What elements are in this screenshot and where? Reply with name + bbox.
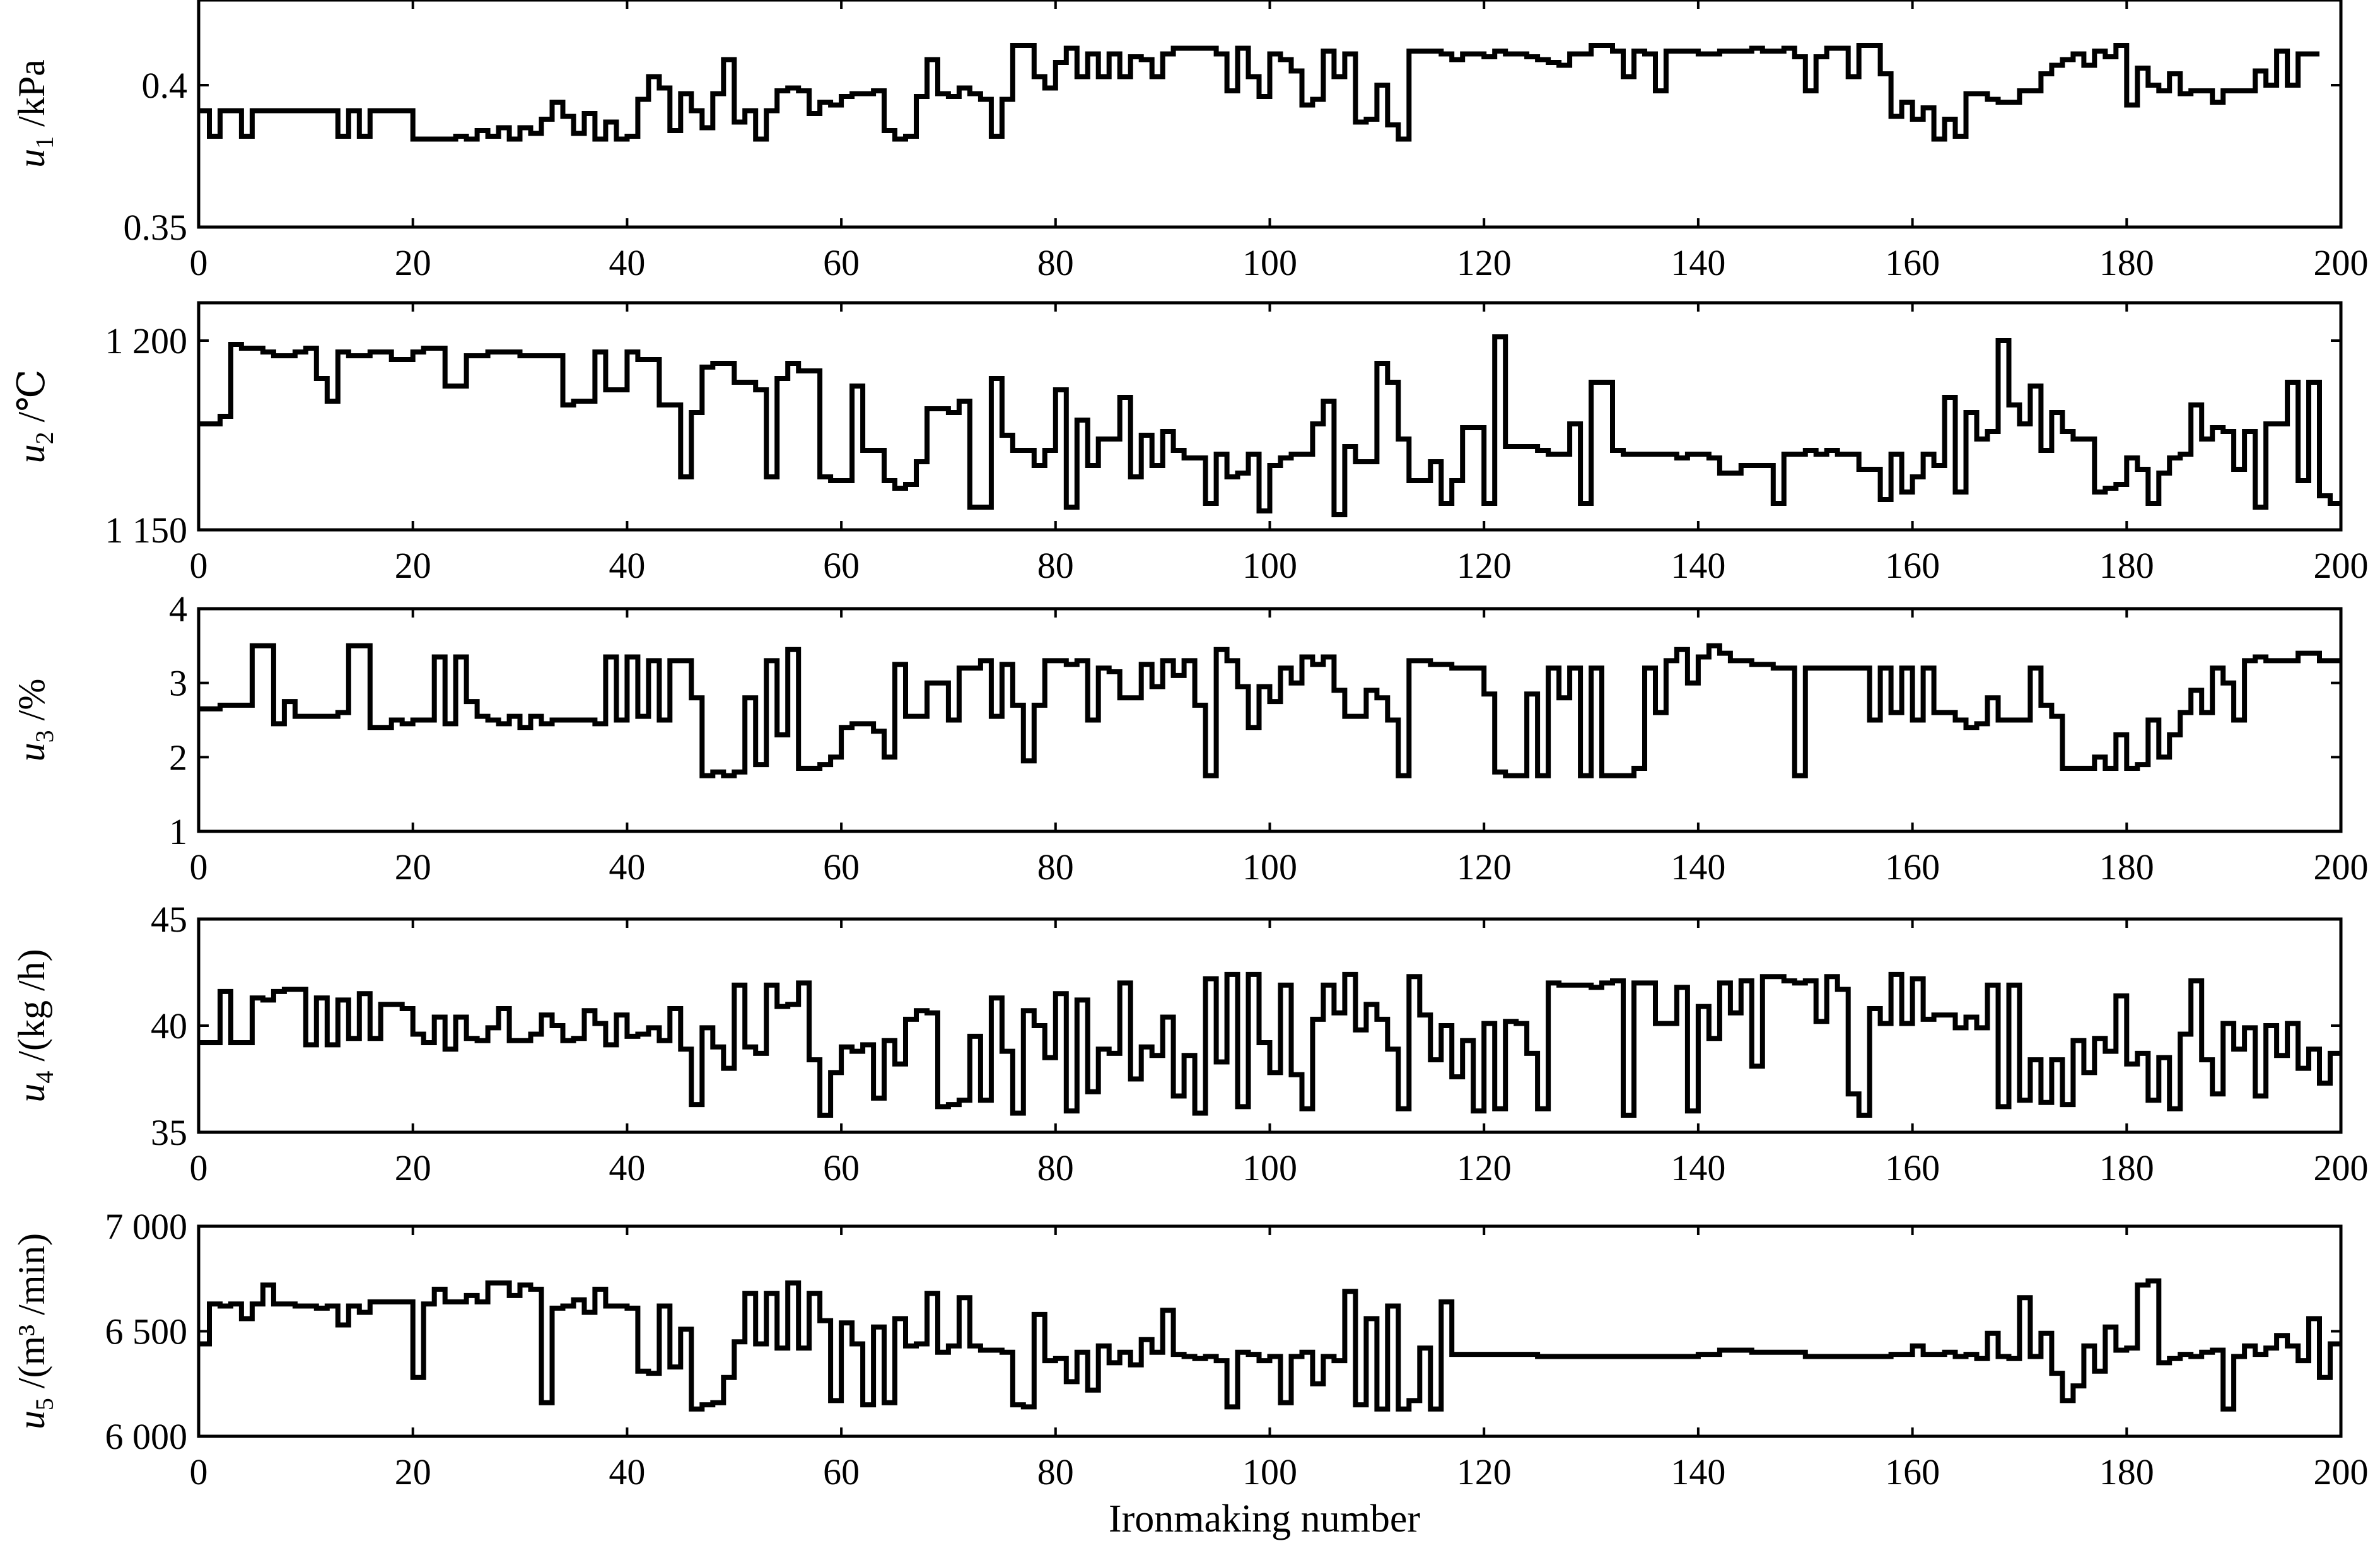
x-tick-label: 0 — [190, 1147, 208, 1188]
y-tick-label: 0.4 — [142, 65, 188, 106]
x-tick-label: 20 — [395, 1451, 431, 1492]
x-tick-label: 180 — [2099, 545, 2154, 586]
x-tick-label: 20 — [395, 847, 431, 888]
x-tick-label: 40 — [609, 1451, 645, 1492]
y-axis-label: u3 /% — [11, 679, 59, 762]
x-tick-label: 60 — [823, 1451, 860, 1492]
x-tick-label: 0 — [190, 242, 208, 283]
series-line-u3 — [199, 643, 2341, 778]
x-tick-label: 120 — [1457, 242, 1512, 283]
y-tick-label: 1 — [169, 811, 187, 852]
y-tick-label: 2 — [169, 737, 187, 778]
x-tick-label: 20 — [395, 545, 431, 586]
subplot-u4: 0 20 40 60 80 100 120 140 160 180 200 35 40 45 u4 /(kg… — [11, 899, 2369, 1188]
y-tick-label: 3 — [169, 663, 187, 704]
y-tick-label: 40 — [151, 1005, 187, 1046]
x-tick-label: 120 — [1457, 1147, 1512, 1188]
x-tick-label: 0 — [190, 847, 208, 888]
x-tick-label: 200 — [2314, 545, 2369, 586]
x-tick-label: 20 — [395, 242, 431, 283]
y-tick-label: 35 — [151, 1112, 187, 1153]
y-tick-label: 4 — [169, 589, 187, 630]
x-tick-label: 160 — [1885, 1451, 1940, 1492]
y-tick-label: 6 000 — [105, 1416, 188, 1457]
x-tick-label: 120 — [1457, 545, 1512, 586]
x-tick-label: 0 — [190, 1451, 208, 1492]
x-tick-label: 40 — [609, 847, 645, 888]
y-tick-label: 1 150 — [105, 510, 188, 551]
x-tick-label: 120 — [1457, 1451, 1512, 1492]
y-tick-label: 0.35 — [124, 207, 188, 248]
x-tick-label: 100 — [1242, 1451, 1297, 1492]
x-tick-label: 160 — [1885, 1147, 1940, 1188]
x-tick-label: 80 — [1037, 242, 1074, 283]
x-tick-label: 40 — [609, 242, 645, 283]
subplot-u5: 0 20 40 60 80 100 120 140 160 180 200 6 000 6 500 7 0… — [11, 1206, 2369, 1492]
y-axis-label: u1 /kPa — [11, 59, 59, 168]
x-tick-label: 100 — [1242, 1147, 1297, 1188]
x-tick-label: 140 — [1671, 1451, 1725, 1492]
x-tick-label: 140 — [1671, 1147, 1725, 1188]
x-tick-label: 180 — [2099, 242, 2154, 283]
subplot-u3: 0 20 40 60 80 100 120 140 160 180 200 1 2 3 4 u3 /% — [11, 589, 2369, 888]
x-tick-label: 200 — [2314, 847, 2369, 888]
x-tick-label: 60 — [823, 847, 860, 888]
x-tick-label: 100 — [1242, 847, 1297, 888]
x-tick-label: 140 — [1671, 242, 1725, 283]
subplot-u2: 0 20 40 60 80 100 120 140 160 180 200 1 150 1 200 u2 … — [11, 301, 2369, 586]
x-tick-label: 180 — [2099, 1451, 2154, 1492]
x-tick-label: 60 — [823, 242, 860, 283]
y-tick-label: 1 200 — [105, 320, 188, 361]
x-tick-label: 20 — [395, 1147, 431, 1188]
x-tick-label: 200 — [2314, 242, 2369, 283]
x-tick-label: 80 — [1037, 1451, 1074, 1492]
subplot-u1: 0 20 40 60 80 100 120 140 160 180 200 0.35 0.4 u1 /kP… — [11, 0, 2369, 283]
x-tick-label: 40 — [609, 1147, 645, 1188]
series-line-u5 — [199, 1278, 2341, 1412]
x-tick-label: 80 — [1037, 847, 1074, 888]
y-tick-label: 6 500 — [105, 1311, 188, 1352]
x-tick-label: 100 — [1242, 545, 1297, 586]
y-axis-label: u5 /(m³ /min) — [11, 1233, 59, 1429]
x-tick-label: 80 — [1037, 1147, 1074, 1188]
series-line-u2 — [199, 334, 2341, 517]
x-tick-label: 180 — [2099, 1147, 2154, 1188]
x-tick-label: 160 — [1885, 847, 1940, 888]
y-tick-label: 7 000 — [105, 1206, 188, 1247]
x-tick-label: 200 — [2314, 1451, 2369, 1492]
x-tick-label: 140 — [1671, 847, 1725, 888]
plot-frame — [197, 0, 2343, 229]
x-tick-label: 60 — [823, 1147, 860, 1188]
x-tick-label: 0 — [190, 545, 208, 586]
y-axis-label: u2 /℃ — [11, 370, 59, 464]
x-tick-label: 60 — [823, 545, 860, 586]
x-tick-label: 40 — [609, 545, 645, 586]
x-tick-label: 100 — [1242, 242, 1297, 283]
y-axis-label: u4 /(kg /h) — [11, 949, 59, 1102]
x-tick-label: 200 — [2314, 1147, 2369, 1188]
series-line-u4 — [199, 971, 2341, 1118]
x-tick-label: 140 — [1671, 545, 1725, 586]
x-tick-label: 160 — [1885, 242, 1940, 283]
x-axis-label: Ironmaking number — [1109, 1497, 1421, 1540]
x-tick-label: 180 — [2099, 847, 2154, 888]
x-tick-label: 160 — [1885, 545, 1940, 586]
x-tick-label: 120 — [1457, 847, 1512, 888]
series-line-u1 — [199, 43, 2319, 142]
x-tick-label: 80 — [1037, 545, 1074, 586]
y-tick-label: 45 — [151, 899, 187, 940]
